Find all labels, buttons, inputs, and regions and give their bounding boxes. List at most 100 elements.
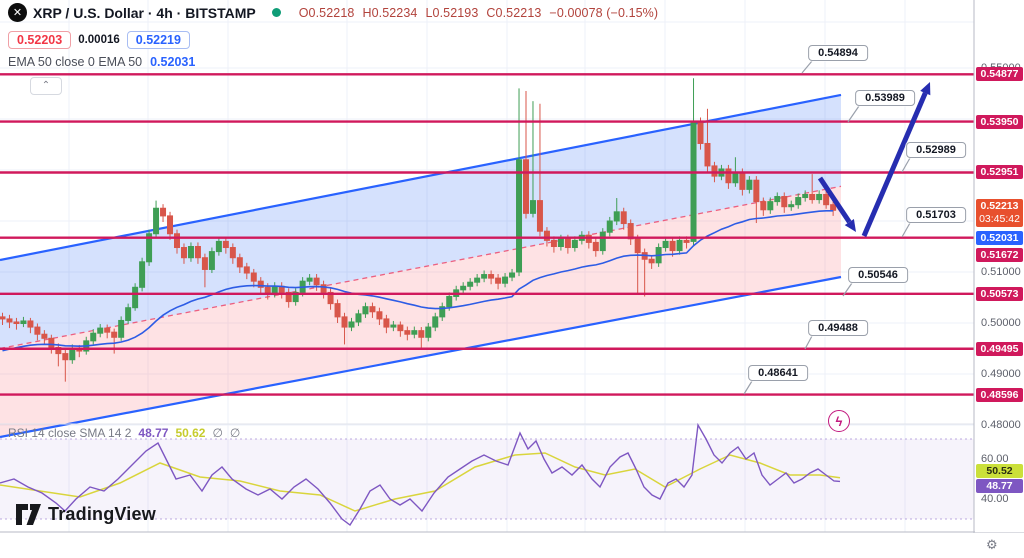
candle-body bbox=[662, 240, 669, 249]
candle-body bbox=[564, 238, 571, 249]
callout-pointer bbox=[842, 282, 853, 297]
bar-countdown: 03:45:42 bbox=[979, 213, 1020, 226]
rsi-sma-badge: 50.52 bbox=[976, 464, 1023, 478]
rsi-empty-set: ∅ bbox=[229, 426, 241, 440]
candle-body bbox=[257, 280, 264, 288]
candle-body bbox=[139, 261, 146, 288]
candle-body bbox=[606, 220, 613, 233]
candle-body bbox=[194, 246, 201, 259]
candle-body bbox=[174, 233, 180, 249]
rsi-line[interactable] bbox=[0, 422, 841, 527]
candle-body bbox=[341, 316, 348, 328]
candle-body bbox=[243, 266, 250, 274]
candle-body bbox=[599, 231, 606, 252]
candle-body bbox=[676, 239, 683, 252]
candle-body bbox=[620, 211, 627, 225]
candle-body bbox=[774, 196, 781, 203]
candle-body bbox=[236, 257, 243, 268]
callout-pointer bbox=[743, 380, 753, 395]
candle-body bbox=[160, 207, 167, 217]
candle-body bbox=[111, 331, 118, 338]
rsi-sma-value: 50.62 bbox=[175, 426, 206, 440]
candle-body bbox=[180, 247, 187, 259]
candle-body bbox=[69, 348, 76, 361]
candle-body bbox=[334, 303, 341, 318]
callout-pointer bbox=[901, 222, 911, 238]
candle-body bbox=[732, 172, 739, 184]
channel-lower-fill[interactable] bbox=[0, 186, 841, 437]
rsi-empty-set: ∅ bbox=[212, 426, 223, 440]
gear-icon[interactable]: ⚙ bbox=[986, 537, 998, 552]
callout-label[interactable]: 0.50546 bbox=[848, 267, 908, 283]
rsi-sma-line[interactable] bbox=[0, 452, 841, 512]
candle-body bbox=[690, 121, 697, 242]
candle-body bbox=[20, 320, 27, 325]
price-level-badge: 0.54877 bbox=[976, 67, 1023, 82]
candle-body bbox=[432, 316, 439, 328]
candle-body bbox=[0, 316, 6, 320]
candle-body bbox=[550, 239, 557, 248]
ohlc-open: O0.52218 bbox=[298, 5, 355, 20]
candle-body bbox=[481, 274, 488, 279]
candle-body bbox=[536, 200, 543, 232]
trend-arrow-head bbox=[920, 82, 931, 96]
candle-body bbox=[488, 274, 495, 279]
bid-price-box[interactable]: 0.52203 bbox=[8, 31, 72, 49]
candle-body bbox=[348, 321, 355, 328]
candle-body bbox=[167, 215, 174, 235]
candle-body bbox=[41, 333, 48, 339]
last-price-badge: 0.52213 03:45:42 bbox=[976, 199, 1023, 228]
rsi-axis-label: 40.00 bbox=[981, 493, 1009, 505]
channel-bottom-line[interactable] bbox=[0, 275, 842, 439]
time-axis[interactable]: 182022252729Oct3579 bbox=[0, 533, 1024, 558]
candle-body bbox=[313, 277, 320, 286]
trend-arrow[interactable] bbox=[861, 92, 928, 237]
candle-body bbox=[613, 211, 620, 222]
symbol-title[interactable]: XRP / U.S. Dollar · 4h · BITSTAMP bbox=[33, 4, 256, 21]
tradingview-watermark[interactable]: TradingView bbox=[16, 504, 156, 525]
callout-label[interactable]: 0.48641 bbox=[748, 365, 808, 381]
callout-label[interactable]: 0.49488 bbox=[808, 320, 868, 336]
callout-label[interactable]: 0.54894 bbox=[808, 45, 868, 61]
candle-body bbox=[397, 324, 404, 332]
candle-body bbox=[264, 286, 271, 294]
candle-body bbox=[27, 320, 34, 328]
channel-upper-fill[interactable] bbox=[0, 94, 841, 349]
collapse-legend-button[interactable]: ⌃ bbox=[30, 77, 62, 95]
callout-label[interactable]: 0.52989 bbox=[906, 142, 966, 158]
callout-label[interactable]: 0.53989 bbox=[855, 90, 915, 106]
channel-mid-line[interactable] bbox=[0, 185, 842, 350]
candle-body bbox=[285, 291, 292, 303]
spread-value: 0.00016 bbox=[78, 34, 120, 46]
lightning-icon[interactable]: ϟ bbox=[828, 410, 850, 432]
candle-body bbox=[327, 291, 334, 305]
candle-body bbox=[830, 204, 837, 211]
rsi-axis-label: 60.00 bbox=[981, 453, 1009, 465]
candle-body bbox=[683, 239, 690, 243]
candle-body bbox=[229, 247, 236, 259]
candle-body bbox=[418, 330, 425, 338]
candle-body bbox=[271, 285, 278, 294]
price-axis[interactable] bbox=[975, 0, 1024, 532]
candle-body bbox=[6, 318, 13, 323]
chart-legend: ✕ XRP / U.S. Dollar · 4h · BITSTAMP O0.5… bbox=[8, 3, 658, 22]
candle-body bbox=[208, 251, 215, 270]
trend-arrow[interactable] bbox=[817, 176, 852, 224]
candle-body bbox=[369, 306, 376, 313]
ema-line[interactable] bbox=[2, 210, 834, 352]
ask-price-box[interactable]: 0.52219 bbox=[126, 31, 190, 49]
callout-label[interactable]: 0.51703 bbox=[906, 207, 966, 223]
candle-body bbox=[767, 201, 774, 211]
ema-indicator-label[interactable]: EMA 50 close 0 EMA 50 bbox=[8, 55, 143, 69]
candle-body bbox=[543, 230, 550, 241]
rsi-indicator-label[interactable]: RSI 14 close SMA 14 2 bbox=[8, 426, 132, 440]
candle-body bbox=[697, 121, 704, 144]
candle-body bbox=[425, 326, 432, 338]
candle-body bbox=[215, 240, 222, 253]
price-axis-label: 0.49000 bbox=[981, 368, 1021, 380]
candle-body bbox=[788, 204, 795, 208]
ema-indicator-value: 0.52031 bbox=[150, 55, 196, 69]
price-level-badge: 0.51672 bbox=[976, 247, 1023, 262]
